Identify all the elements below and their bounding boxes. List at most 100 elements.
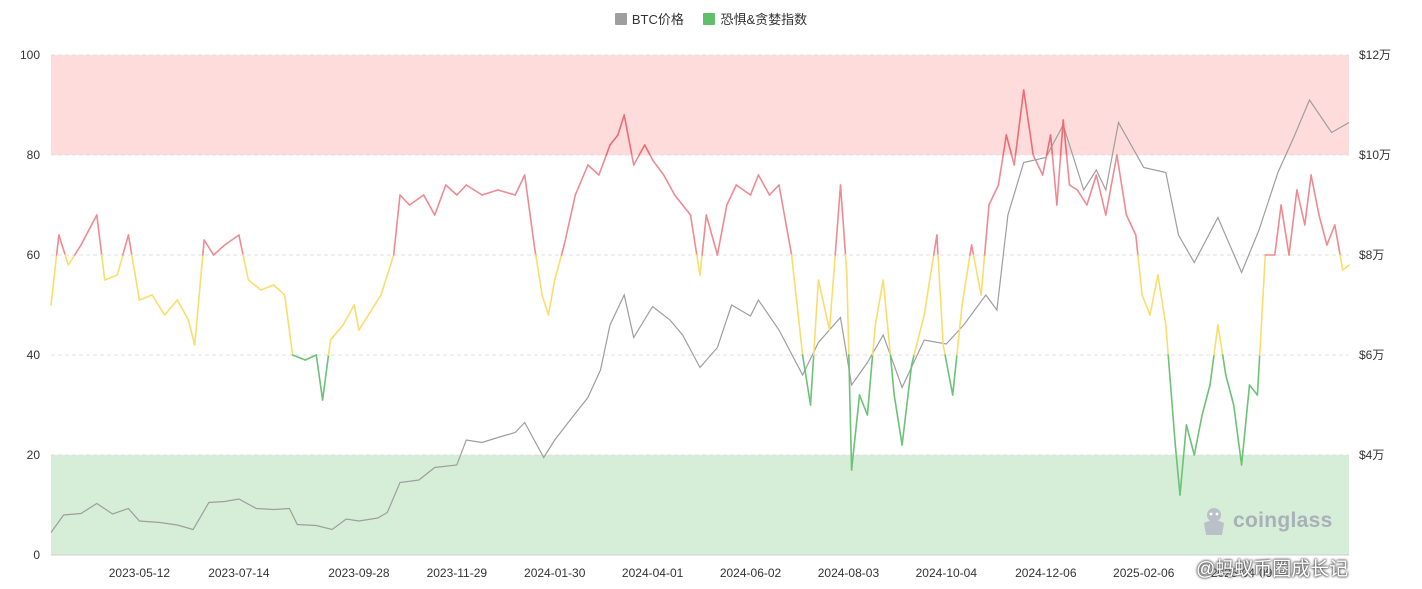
fear-greed-segment-88-1 (944, 354, 954, 396)
fear-greed-segment-31-0 (380, 254, 395, 296)
fear-greed-segment-84-0 (901, 364, 913, 446)
fear-greed-segment-6-0 (116, 254, 124, 276)
legend-item-fear-greed[interactable]: 恐惧&贪婪指数 (703, 9, 807, 28)
fear-greed-segment-55-0 (632, 154, 641, 166)
fear-greed-segment-116-0 (1179, 424, 1188, 496)
fear-greed-segment-0-0 (50, 254, 58, 306)
fear-greed-segment-61-1 (695, 254, 701, 276)
x-tick-7: 2024-08-03 (818, 566, 880, 580)
fear-greed-segment-89-1 (956, 304, 963, 356)
fear-greed-segment-121-0 (1217, 324, 1224, 356)
fear-greed-segment-128-0 (1274, 204, 1282, 256)
fear-greed-segment-72-0 (801, 354, 812, 406)
fear-greed-segment-80-1 (871, 324, 877, 356)
fear-greed-segment-114-0 (1165, 324, 1169, 356)
fear-greed-segment-75-1 (834, 184, 842, 256)
fear-greed-segment-129-0 (1280, 204, 1290, 256)
chart-legend: BTC价格 恐惧&贪婪指数 (0, 9, 1422, 28)
fear-greed-segment-10-0 (163, 299, 179, 316)
fear-greed-segment-131-0 (1296, 189, 1306, 226)
fear-greed-segment-39-0 (465, 184, 483, 196)
fear-greed-segment-27-0 (342, 304, 356, 326)
fear-greed-segment-99-1 (1045, 134, 1052, 156)
fear-greed-segment-134-0 (1318, 214, 1328, 246)
fear-greed-segment-85-1 (913, 314, 926, 356)
fear-greed-segment-136-1 (1339, 254, 1344, 271)
coinglass-logo-icon (1204, 508, 1224, 535)
y-right-tick-2: $8万 (1359, 248, 1384, 262)
fear-greed-segment-25-1 (327, 339, 332, 356)
fear-greed-segment-126-1 (1258, 254, 1267, 356)
fear-greed-segment-87-1 (937, 254, 945, 346)
legend-swatch-fear-greed (703, 12, 716, 25)
legend-label-fear-greed: 恐惧&贪婪指数 (720, 12, 808, 27)
fear-greed-segment-90-0 (961, 254, 971, 306)
fear-zone-band (51, 455, 1349, 555)
fear-greed-segment-61-0 (689, 214, 698, 256)
fear-greed-segment-104-0 (1076, 189, 1088, 206)
fear-greed-segment-101-1 (1059, 119, 1064, 156)
fear-greed-segment-54-0 (623, 114, 633, 156)
fear-greed-segment-125-0 (1248, 384, 1259, 396)
fear-greed-segment-108-0 (1116, 154, 1128, 216)
fear-greed-segment-44-0 (533, 244, 537, 256)
x-tick-5: 2024-04-01 (622, 566, 684, 580)
fear-greed-segment-62-0 (699, 254, 703, 276)
fear-greed-segment-36-0 (433, 184, 447, 216)
fear-greed-segment-87-0 (936, 234, 939, 256)
fear-greed-segment-93-0 (988, 184, 1000, 206)
fear-greed-segment-66-0 (735, 184, 752, 196)
fear-greed-segment-119-0 (1201, 384, 1211, 416)
y-right-tick-4: $12万 (1359, 48, 1391, 62)
fear-greed-segment-0-1 (55, 234, 60, 256)
fear-greed-segment-77-0 (846, 274, 850, 356)
fear-greed-segment-81-0 (874, 279, 885, 326)
y-left-tick-60: 60 (27, 248, 41, 262)
fear-greed-segment-58-0 (662, 174, 676, 196)
fear-greed-segment-80-0 (866, 354, 874, 416)
fear-greed-segment-132-0 (1304, 174, 1312, 226)
x-tick-6: 2024-06-02 (720, 566, 782, 580)
fear-greed-segment-29-0 (358, 309, 373, 331)
fear-greed-segment-4-1 (100, 254, 106, 281)
fear-greed-segment-94-1 (1002, 134, 1008, 156)
fear-greed-segment-12-0 (187, 319, 196, 346)
fear-greed-segment-107-0 (1105, 154, 1118, 216)
fear-greed-segment-70-0 (778, 184, 793, 256)
fear-greed-segment-44-1 (534, 254, 543, 296)
fear-greed-segment-126-0 (1256, 354, 1261, 396)
fear-greed-segment-111-0 (1141, 294, 1151, 316)
fear-greed-segment-13-0 (193, 254, 204, 346)
fear-greed-segment-41-0 (497, 189, 517, 196)
fear-greed-segment-91-0 (970, 244, 975, 256)
fear-greed-segment-26-0 (329, 324, 344, 341)
x-tick-3: 2023-11-29 (427, 566, 488, 580)
fear-greed-segment-48-0 (563, 194, 577, 246)
fear-greed-segment-52-0 (609, 134, 619, 146)
fear-greed-segment-88-0 (942, 344, 946, 356)
fear-greed-segment-100-0 (1049, 134, 1054, 156)
fear-greed-segment-50-0 (587, 164, 600, 176)
x-tick-2: 2023-09-28 (328, 566, 390, 580)
fear-greed-segment-15-0 (212, 244, 226, 256)
fear-greed-segment-6-1 (122, 234, 130, 256)
fear-greed-segment-109-0 (1125, 214, 1137, 236)
btc-price-line (50, 98, 1350, 533)
fear-greed-segment-13-1 (202, 239, 205, 256)
fear-greed-segment-8-0 (138, 294, 153, 301)
fear-greed-segment-47-0 (553, 254, 563, 281)
fear-greed-segment-47-1 (560, 244, 566, 256)
fear-greed-segment-60-0 (681, 204, 692, 216)
fear-greed-segment-82-1 (889, 354, 896, 396)
fear-greed-segment-74-0 (817, 279, 831, 331)
legend-item-btc-price[interactable]: BTC价格 (614, 9, 684, 28)
fear-greed-segment-112-0 (1149, 274, 1159, 316)
fear-greed-segment-28-0 (353, 304, 360, 331)
fear-greed-segment-19-0 (260, 284, 275, 291)
fear-greed-segment-100-1 (1051, 154, 1058, 206)
greed-zone-band (51, 55, 1349, 155)
fear-greed-segment-23-0 (304, 354, 318, 361)
fear-greed-segment-32-0 (392, 194, 401, 256)
fear-greed-segment-64-0 (716, 204, 728, 256)
